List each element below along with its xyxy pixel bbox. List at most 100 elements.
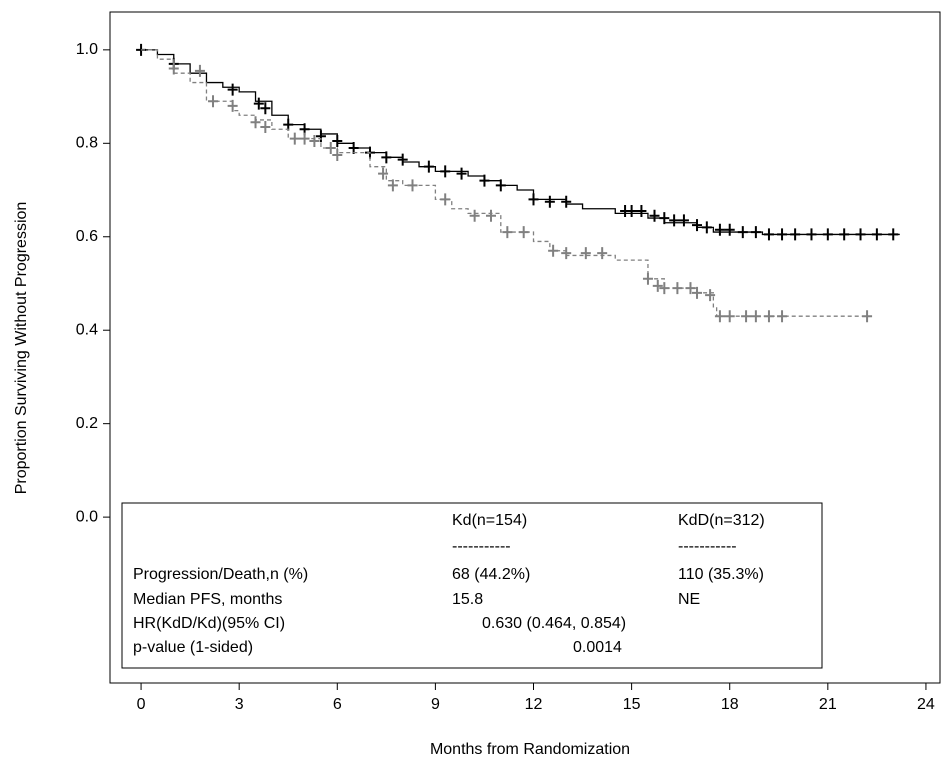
censor-mark <box>839 228 850 241</box>
censor-mark <box>250 116 261 129</box>
censor-mark <box>309 134 320 147</box>
censor-mark <box>469 209 480 222</box>
censor-mark <box>544 195 555 208</box>
censor-mark <box>485 209 496 222</box>
censor-mark <box>763 228 774 241</box>
censor-mark <box>705 289 716 302</box>
censor-mark <box>289 132 300 145</box>
censor-mark <box>777 310 788 323</box>
legend-header: Kd(n=154) <box>452 512 527 529</box>
legend-row-label: Progression/Death,n (%) <box>133 566 308 583</box>
censor-mark <box>423 160 434 173</box>
censor-mark <box>502 226 513 239</box>
legend-divider: ----------- <box>678 538 737 555</box>
x-tick-label: 24 <box>917 696 935 713</box>
censor-mark <box>750 226 761 239</box>
y-tick-label: 0.4 <box>76 321 98 338</box>
censor-mark <box>440 165 451 178</box>
censor-mark <box>260 102 271 115</box>
censor-mark <box>806 228 817 241</box>
censor-mark <box>636 205 647 218</box>
legend-row-value: 0.0014 <box>573 639 622 656</box>
censor-mark <box>580 247 591 260</box>
censor-mark <box>649 209 660 222</box>
censor-mark <box>626 205 637 218</box>
x-tick-label: 12 <box>525 696 543 713</box>
legend-header: KdD(n=312) <box>678 512 765 529</box>
plot-frame <box>109 11 941 684</box>
survival-curve <box>141 49 868 317</box>
censor-mark <box>862 310 873 323</box>
censor-mark <box>652 279 663 292</box>
censor-mark <box>332 148 343 161</box>
censor-mark <box>790 228 801 241</box>
censor-mark <box>518 226 529 239</box>
censor-mark <box>777 228 788 241</box>
censor-mark <box>561 247 572 260</box>
legend-row-value: 68 (44.2%) <box>452 566 530 583</box>
censor-mark <box>299 132 310 145</box>
x-tick-label: 15 <box>623 696 641 713</box>
censor-mark <box>888 228 899 241</box>
x-tick-label: 9 <box>431 696 440 713</box>
censor-mark <box>714 223 725 236</box>
censor-mark <box>678 214 689 227</box>
y-tick-label: 1.0 <box>76 41 98 58</box>
censor-mark <box>714 310 725 323</box>
y-tick-label: 0.2 <box>76 415 98 432</box>
censor-mark <box>168 62 179 75</box>
censor-mark <box>692 286 703 299</box>
censor-mark <box>260 120 271 133</box>
censor-mark <box>855 228 866 241</box>
censor-mark <box>597 247 608 260</box>
censor-mark <box>692 219 703 232</box>
x-axis-title: Months from Randomization <box>430 741 630 758</box>
censor-mark <box>479 174 490 187</box>
x-tick-label: 0 <box>137 696 146 713</box>
legend-row-value: 15.8 <box>452 591 483 608</box>
censor-mark <box>456 167 467 180</box>
censor-mark <box>685 282 696 295</box>
censor-mark <box>642 272 653 285</box>
censor-mark <box>315 130 326 143</box>
censor-mark <box>701 221 712 234</box>
censor-mark <box>495 179 506 192</box>
censor-mark <box>763 310 774 323</box>
censor-mark <box>724 223 735 236</box>
censor-mark <box>227 83 238 96</box>
censor-mark <box>283 118 294 131</box>
legend-row-value: 110 (35.3%) <box>678 566 764 583</box>
legend-row-value: 0.630 (0.464, 0.854) <box>482 615 626 632</box>
censor-mark <box>672 282 683 295</box>
censor-mark <box>659 212 670 225</box>
censor-mark <box>561 195 572 208</box>
censor-mark <box>194 64 205 77</box>
legend-row-label: HR(KdD/Kd)(95% CI) <box>133 615 285 632</box>
censor-mark <box>440 193 451 206</box>
y-tick-label: 0.6 <box>76 228 98 245</box>
censor-mark <box>348 141 359 154</box>
censor-mark <box>325 141 336 154</box>
x-tick-label: 18 <box>721 696 739 713</box>
y-tick-label: 0.8 <box>76 135 98 152</box>
legend-row-value: NE <box>678 591 700 608</box>
censor-mark <box>871 228 882 241</box>
censor-mark <box>378 167 389 180</box>
x-tick-label: 6 <box>333 696 342 713</box>
censor-mark <box>381 151 392 164</box>
censor-mark <box>397 153 408 166</box>
censor-mark <box>528 193 539 206</box>
censor-mark <box>387 179 398 192</box>
y-tick-label: 0.0 <box>76 508 98 525</box>
legend-row-label: p-value (1-sided) <box>133 639 253 656</box>
censor-mark <box>741 310 752 323</box>
y-axis-title: Proportion Surviving Without Progression <box>13 202 30 495</box>
censor-mark <box>737 226 748 239</box>
x-tick-label: 3 <box>235 696 244 713</box>
censor-mark <box>253 97 264 110</box>
censor-mark <box>750 310 761 323</box>
x-tick-label: 21 <box>819 696 837 713</box>
censor-mark <box>659 282 670 295</box>
censor-mark <box>227 99 238 112</box>
